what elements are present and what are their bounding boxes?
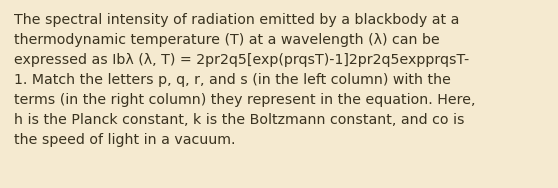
Text: The spectral intensity of radiation emitted by a blackbody at a
thermodynamic te: The spectral intensity of radiation emit…: [14, 13, 475, 147]
